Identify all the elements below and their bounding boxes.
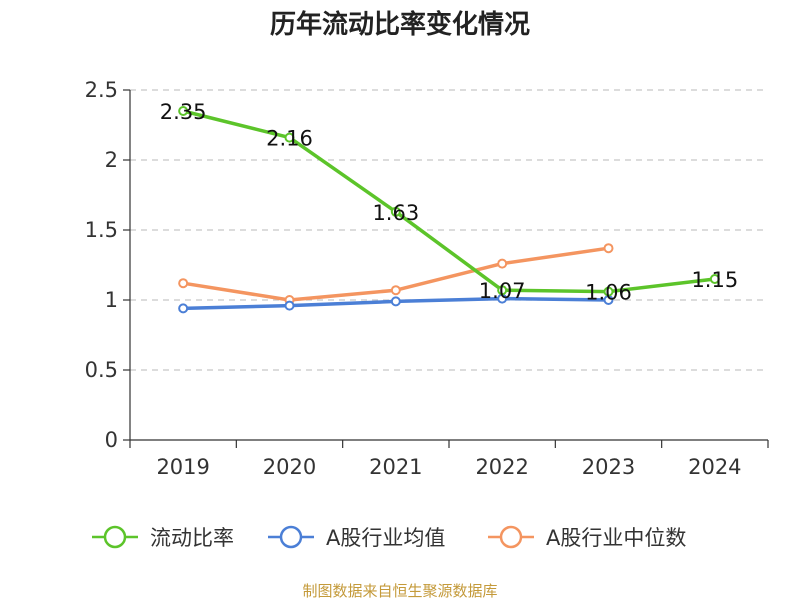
data-label: 1.15 (691, 268, 738, 292)
y-tick-label: 0.5 (85, 358, 118, 382)
legend-item[interactable]: A股行业均值 (268, 525, 445, 550)
x-tick-label: 2022 (475, 455, 528, 479)
series-2 (178, 243, 614, 305)
data-point[interactable] (178, 278, 189, 289)
x-tick-label: 2024 (688, 455, 741, 479)
data-point[interactable] (497, 258, 508, 269)
data-label: 2.16 (266, 127, 313, 151)
chart-title: 历年流动比率变化情况 (270, 9, 530, 40)
y-tick-label: 1.5 (85, 218, 118, 242)
legend[interactable]: 流动比率 A股行业均值 A股行业中位数 (92, 525, 686, 550)
data-label: 1.07 (479, 279, 526, 303)
legend-item[interactable]: A股行业中位数 (488, 525, 686, 550)
y-tick-label: 0 (105, 428, 118, 452)
data-label: 1.06 (585, 281, 632, 305)
data-point[interactable] (497, 285, 508, 296)
data-point[interactable] (390, 206, 401, 217)
data-point[interactable] (178, 303, 189, 314)
y-tick-label: 1 (105, 288, 118, 312)
data-label: 1.63 (372, 201, 419, 225)
source-note: 制图数据来自恒生聚源数据库 (302, 582, 497, 600)
data-point[interactable] (284, 300, 295, 311)
data-point[interactable] (603, 243, 614, 254)
gridlines (130, 89, 768, 371)
x-tick-label: 2020 (263, 455, 316, 479)
legend-marker (279, 525, 303, 549)
x-tick-label: 2019 (156, 455, 209, 479)
axes: 0 0.5 1 1.5 2 2.5 2019 2020 2021 2022 2023 2024 (85, 78, 769, 479)
series-layer (178, 106, 720, 314)
data-point[interactable] (284, 132, 295, 143)
x-tick-label: 2021 (369, 455, 422, 479)
series-line (181, 109, 717, 294)
data-label: 2.35 (160, 100, 207, 124)
data-point[interactable] (178, 106, 189, 116)
x-tick-label: 2023 (582, 455, 635, 479)
legend-label: 流动比率 (150, 526, 234, 550)
y-tick-label: 2.5 (85, 78, 118, 102)
series-0 (178, 106, 720, 297)
data-point[interactable] (390, 296, 401, 307)
data-point[interactable] (709, 274, 720, 284)
legend-label: A股行业均值 (326, 526, 445, 550)
data-point[interactable] (603, 286, 614, 297)
data-point[interactable] (390, 285, 401, 296)
legend-item[interactable]: 流动比率 (92, 525, 234, 550)
series-1 (178, 293, 614, 314)
data-labels: 2.35 2.16 1.63 1.07 1.06 1.15 (160, 100, 738, 305)
legend-marker (103, 525, 127, 549)
y-tick-label: 2 (105, 148, 118, 172)
legend-label: A股行业中位数 (546, 526, 686, 550)
legend-marker (499, 525, 523, 549)
